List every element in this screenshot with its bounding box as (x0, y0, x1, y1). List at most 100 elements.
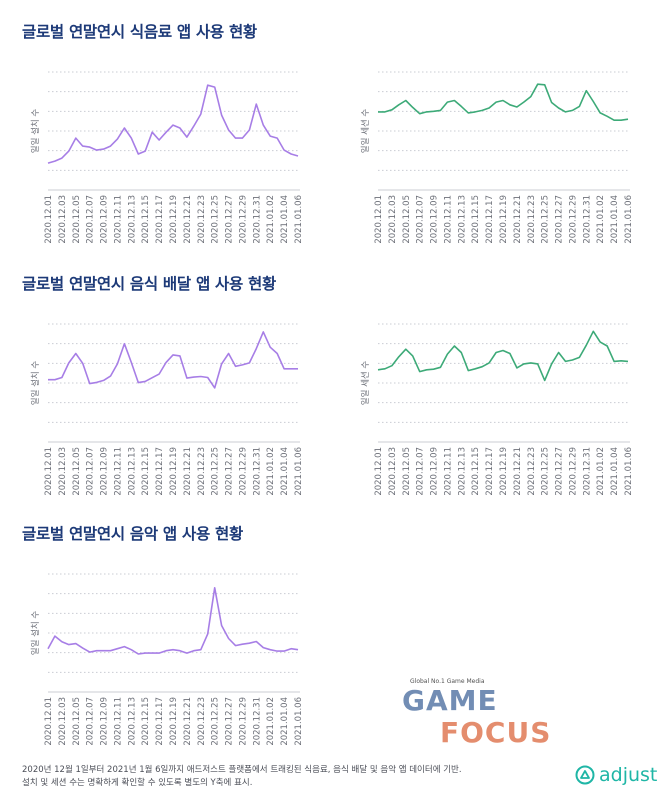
section-title-music: 글로벌 연말연시 음악 앱 사용 현황 (22, 525, 243, 543)
x-tick-label: 2020.12.25 (211, 195, 221, 244)
x-tick-label: 2020.12.11 (113, 195, 123, 244)
x-tick-label: 2020.12.03 (58, 697, 68, 746)
x-tick-label: 2020.12.13 (127, 447, 137, 496)
y-axis-label: 일일 설치 수 (30, 109, 41, 154)
x-tick-label: 2020.12.19 (499, 195, 509, 244)
x-tick-label: 2020.12.15 (141, 195, 151, 244)
x-tick-label: 2020.12.19 (499, 447, 509, 496)
x-tick-label: 2020.12.19 (169, 195, 179, 244)
x-tick-label: 2020.12.13 (127, 195, 137, 244)
x-tick-label: 2020.12.07 (86, 447, 96, 496)
x-tick-label: 2020.12.03 (388, 447, 398, 496)
x-tick-label: 2020.12.09 (100, 697, 110, 746)
x-tick-label: 2020.12.05 (402, 195, 412, 244)
x-tick-label: 2020.12.01 (374, 195, 384, 244)
x-tick-label: 2021.01.04 (280, 697, 290, 746)
x-tick-label: 2020.12.13 (457, 195, 467, 244)
x-tick-label: 2021.01.02 (266, 447, 276, 496)
x-tick-label: 2020.12.17 (155, 697, 165, 746)
x-tick-label: 2020.12.27 (225, 447, 235, 496)
x-tick-label: 2020.12.17 (485, 447, 495, 496)
x-tick-label: 2021.01.06 (294, 697, 304, 746)
x-tick-label: 2020.12.21 (513, 195, 523, 244)
x-tick-label: 2020.12.23 (527, 195, 537, 244)
x-tick-label: 2020.12.31 (582, 195, 592, 244)
x-tick-label: 2020.12.29 (568, 447, 578, 496)
x-tick-label: 2021.01.06 (294, 447, 304, 496)
x-tick-label: 2020.12.27 (555, 447, 565, 496)
series-line-sessions (378, 83, 629, 121)
x-tick-label: 2020.12.03 (58, 447, 68, 496)
x-tick-label: 2020.12.01 (44, 195, 54, 244)
x-tick-label: 2020.12.29 (238, 697, 248, 746)
x-tick-label: 2020.12.01 (44, 447, 54, 496)
x-tick-label: 2021.01.06 (624, 195, 634, 244)
x-tick-label: 2020.12.21 (183, 447, 193, 496)
x-tick-label: 2020.12.15 (471, 447, 481, 496)
x-tick-label: 2020.12.19 (169, 697, 179, 746)
x-tick-label: 2020.12.15 (141, 447, 151, 496)
x-tick-label: 2020.12.01 (374, 447, 384, 496)
x-tick-label: 2020.12.15 (141, 697, 151, 746)
y-axis-label: 일일 설치 수 (30, 361, 41, 406)
x-tick-label: 2020.12.09 (100, 195, 110, 244)
chart-delivery-installs: 일일 설치 수 2020.12.01 2020.12.03 2020.12.05 202… (30, 323, 304, 496)
adjust-logo: adjust (575, 764, 657, 786)
watermark-word-game: GAME (402, 684, 498, 717)
x-tick-label: 2020.12.25 (541, 195, 551, 244)
x-tick-label: 2020.12.11 (443, 195, 453, 244)
series-line-installs (47, 84, 299, 164)
x-tick-label: 2021.01.02 (596, 447, 606, 496)
chart-food-sessions: 일일 세션 수 2020.12.01 2020.12.03 2020.12.05 202… (360, 71, 634, 244)
x-tick-label: 2020.12.05 (72, 195, 82, 244)
x-tick-label: 2020.12.21 (183, 195, 193, 244)
x-tick-label: 2020.12.05 (72, 447, 82, 496)
x-tick-label: 2020.12.25 (541, 447, 551, 496)
footnote-line-2: 설치 및 세션 수는 명확하게 확인할 수 있도록 별도의 Y축에 표시. (22, 778, 253, 788)
x-tick-label: 2020.12.25 (211, 697, 221, 746)
series-line-installs (47, 586, 299, 655)
x-tick-label: 2020.12.23 (527, 447, 537, 496)
series-line-sessions (377, 330, 629, 382)
x-tick-label: 2020.12.27 (225, 195, 235, 244)
chart-delivery-sessions: 일일 세션 수 2020.12.01 2020.12.03 2020.12.05 202… (360, 323, 634, 496)
x-tick-label: 2020.12.17 (155, 447, 165, 496)
chart-food-installs: 일일 설치 수 2020.12.01 2020.12.03 2020.12.05 202… (30, 71, 304, 244)
x-tick-label: 2020.12.09 (430, 195, 440, 244)
x-tick-label: 2020.12.29 (238, 195, 248, 244)
adjust-logo-icon (575, 765, 595, 785)
x-tick-label: 2020.12.31 (582, 447, 592, 496)
x-tick-label: 2020.12.11 (443, 447, 453, 496)
x-tick-label: 2020.12.05 (402, 447, 412, 496)
x-tick-label: 2020.12.31 (252, 447, 262, 496)
x-tick-label: 2020.12.03 (58, 195, 68, 244)
x-tick-label: 2021.01.04 (280, 195, 290, 244)
watermark-tagline: Global No.1 Game Media (410, 678, 485, 685)
x-tick-label: 2020.12.27 (555, 195, 565, 244)
x-tick-label: 2021.01.02 (596, 195, 606, 244)
x-tick-label: 2021.01.06 (294, 195, 304, 244)
x-tick-label: 2020.12.13 (457, 447, 467, 496)
x-tick-label: 2020.12.29 (238, 447, 248, 496)
x-tick-label: 2020.12.05 (72, 697, 82, 746)
series-line-installs (48, 331, 298, 389)
x-tick-label: 2020.12.11 (113, 447, 123, 496)
x-tick-label: 2020.12.27 (225, 697, 235, 746)
x-tick-label: 2020.12.09 (430, 447, 440, 496)
x-tick-label: 2020.12.07 (86, 195, 96, 244)
x-tick-label: 2020.12.23 (197, 195, 207, 244)
y-axis-label: 일일 세션 수 (360, 109, 371, 154)
footnote-line-1: 2020년 12월 1일부터 2021년 1월 6일까지 애드저스트 플랫폼에서… (22, 765, 462, 775)
y-axis-label: 일일 세션 수 (360, 361, 371, 406)
y-axis-label: 일일 설치 수 (30, 611, 41, 656)
x-tick-label: 2021.01.06 (624, 447, 634, 496)
x-tick-label: 2020.12.03 (388, 195, 398, 244)
x-tick-label: 2020.12.21 (513, 447, 523, 496)
x-tick-label: 2020.12.23 (197, 697, 207, 746)
x-tick-label: 2020.12.07 (416, 195, 426, 244)
x-tick-label: 2021.01.04 (610, 195, 620, 244)
x-tick-label: 2020.12.07 (416, 447, 426, 496)
x-tick-label: 2020.12.23 (197, 447, 207, 496)
x-tick-label: 2020.12.17 (485, 195, 495, 244)
